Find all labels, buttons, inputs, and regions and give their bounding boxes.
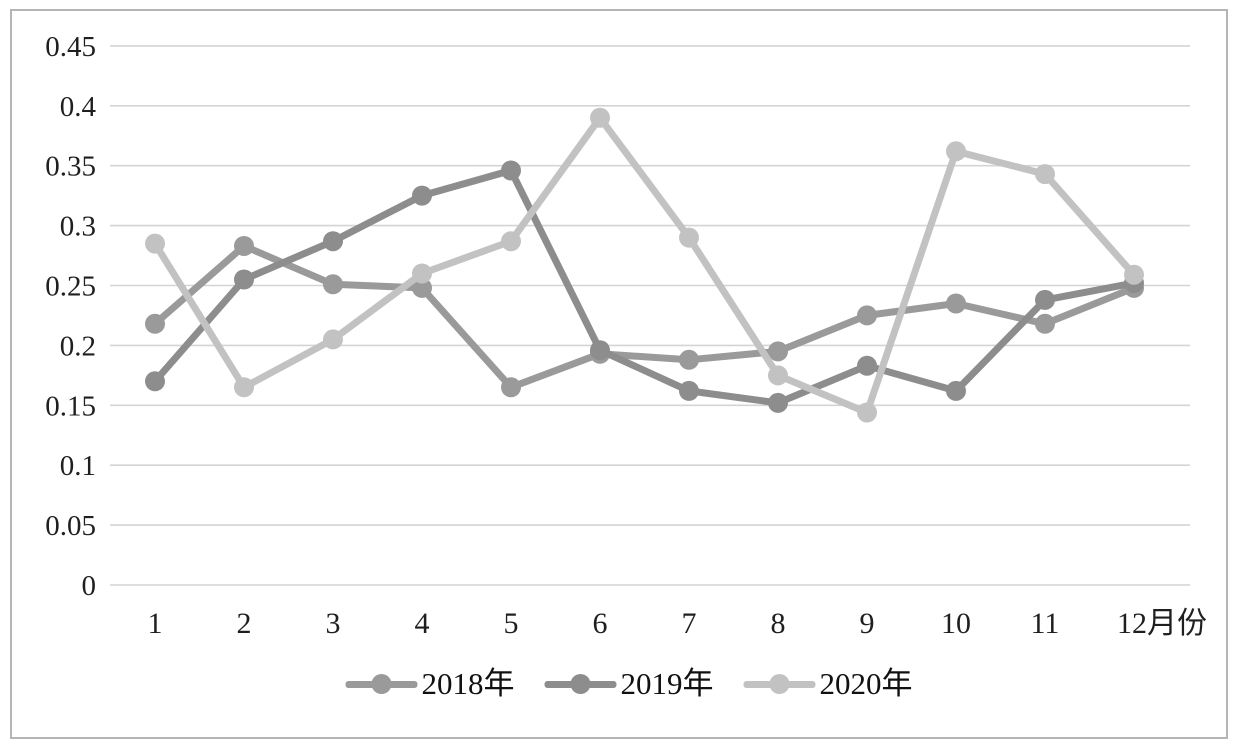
data-point — [857, 402, 877, 423]
y-tick-label: 0 — [82, 570, 97, 602]
gridlines — [110, 45, 1190, 586]
data-point — [1035, 289, 1055, 310]
data-point — [768, 365, 788, 386]
legend-item-2020[interactable]: 2020年 — [743, 666, 913, 701]
series-2020年 — [145, 107, 1144, 423]
data-point — [145, 313, 165, 334]
y-tick-label: 0.2 — [60, 330, 96, 362]
x-tick-label: 12月份 — [1117, 607, 1207, 640]
x-tick-label: 2 — [237, 607, 252, 640]
series-2018年 — [145, 236, 1144, 398]
legend-item-2019[interactable]: 2019年 — [544, 666, 714, 701]
y-tick-label: 0.15 — [45, 390, 96, 422]
data-point — [412, 185, 432, 206]
data-point — [679, 380, 699, 401]
data-point — [501, 160, 521, 181]
line-marker-icon — [544, 673, 617, 695]
data-point — [946, 141, 966, 162]
data-point — [412, 263, 432, 284]
x-tick-label: 11 — [1031, 607, 1060, 640]
x-tick-label: 6 — [593, 607, 608, 640]
data-point — [946, 293, 966, 314]
data-point — [234, 377, 254, 398]
y-tick-label: 0.05 — [45, 510, 96, 542]
data-point — [946, 380, 966, 401]
data-point — [1035, 164, 1055, 185]
legend-label: 2019年 — [620, 666, 714, 701]
data-point — [1035, 313, 1055, 334]
y-tick-label: 0.45 — [45, 31, 96, 63]
chart-legend: 2018年 2019年 2020年 — [345, 666, 913, 701]
data-point — [857, 305, 877, 326]
legend-dot-swatch — [371, 673, 392, 694]
y-tick-label: 0.35 — [45, 151, 96, 183]
data-point — [501, 377, 521, 398]
series-2019年 — [145, 160, 1144, 413]
data-point — [857, 355, 877, 376]
x-tick-label: 1 — [148, 607, 163, 640]
y-axis-tick-labels: 0 0.05 0.1 0.15 0.2 0.25 0.3 0.35 0.4 0.45 — [45, 31, 96, 602]
y-tick-label: 0.1 — [60, 450, 96, 482]
x-tick-label: 3 — [326, 607, 341, 640]
data-point — [323, 274, 343, 295]
data-point — [590, 107, 610, 128]
x-tick-label: 10 — [941, 607, 971, 640]
legend-item-2018[interactable]: 2018年 — [345, 666, 515, 701]
data-point — [679, 349, 699, 370]
legend-label: 2020年 — [819, 666, 913, 701]
x-tick-label: 7 — [682, 607, 697, 640]
x-axis-tick-labels: 1 2 3 4 5 6 7 8 9 10 11 12月份 — [148, 607, 1208, 640]
y-tick-label: 0.3 — [60, 211, 96, 243]
data-point — [768, 341, 788, 362]
y-tick-label: 0.4 — [60, 91, 97, 123]
data-point — [768, 392, 788, 413]
y-tick-label: 0.25 — [45, 271, 96, 303]
x-tick-label: 8 — [771, 607, 786, 640]
data-point — [590, 340, 610, 361]
legend-dot-swatch — [570, 673, 591, 694]
data-point — [145, 233, 165, 254]
data-point — [234, 236, 254, 256]
data-point — [1124, 264, 1144, 285]
x-tick-label: 4 — [415, 607, 430, 640]
legend-dot-swatch — [769, 673, 790, 694]
data-point — [323, 329, 343, 350]
data-point — [412, 277, 432, 298]
x-tick-label: 9 — [860, 607, 875, 640]
x-tick-label: 5 — [504, 607, 519, 640]
line-marker-icon — [345, 673, 418, 695]
data-point — [501, 231, 521, 252]
line-marker-icon — [743, 673, 816, 695]
data-point — [234, 269, 254, 290]
data-point — [145, 371, 165, 392]
data-point — [679, 227, 699, 248]
data-point — [323, 231, 343, 252]
legend-label: 2018年 — [421, 666, 515, 701]
